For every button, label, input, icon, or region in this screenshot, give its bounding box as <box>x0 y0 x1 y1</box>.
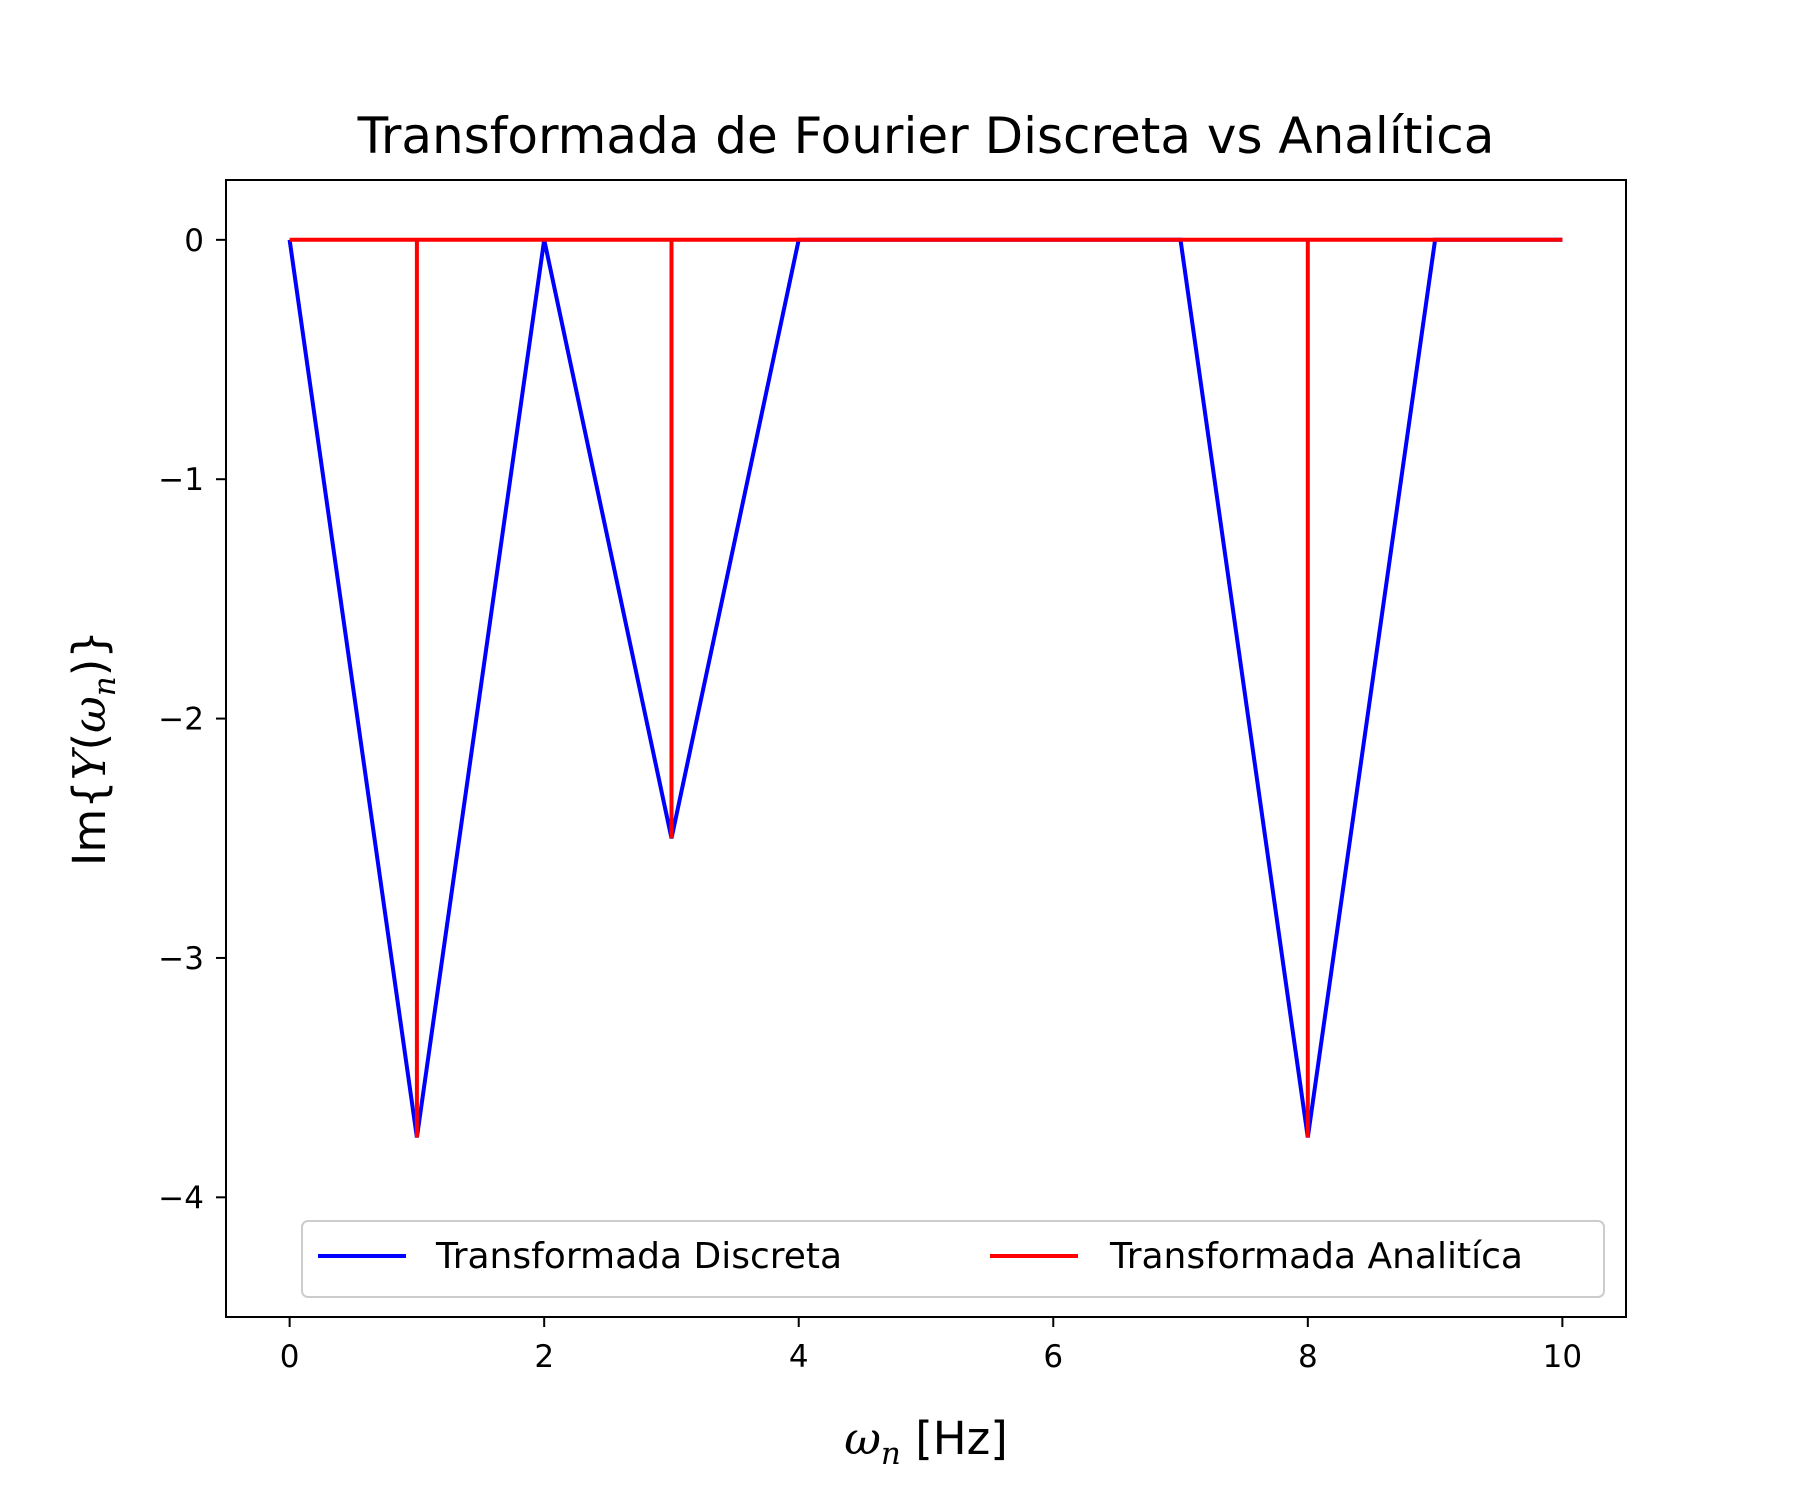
x-ticks: 0 2 4 6 8 10 <box>280 1317 1582 1375</box>
x-tick-label: 8 <box>1298 1339 1318 1375</box>
y-tick-label: −2 <box>158 702 204 738</box>
y-ticks: 0 −1 −2 −3 −4 <box>158 223 226 1216</box>
x-tick-label: 10 <box>1543 1339 1582 1375</box>
legend-label-analitica: Transformada Analitíca <box>1109 1236 1523 1277</box>
series-layer <box>287 237 1563 1138</box>
legend: Transformada Discreta Transformada Anali… <box>301 1220 1605 1298</box>
y-tick-label: 0 <box>184 223 204 259</box>
x-tick-label: 4 <box>789 1339 809 1375</box>
y-axis-label: Im{Y(ωn)} <box>63 630 123 866</box>
legend-frame <box>301 1220 1605 1298</box>
plot-area-frame <box>225 179 1627 1318</box>
chart-title: Transformada de Fourier Discreta vs Anal… <box>357 107 1495 165</box>
x-tick-label: 0 <box>280 1339 300 1375</box>
x-tick-label: 6 <box>1043 1339 1063 1375</box>
x-tick-label: 2 <box>534 1339 554 1375</box>
y-tick-label: −1 <box>158 462 204 498</box>
x-axis-label: ωn [Hz] <box>844 1412 1008 1472</box>
legend-label-discreta: Transformada Discreta <box>435 1236 842 1277</box>
y-tick-label: −4 <box>158 1180 204 1216</box>
y-tick-label: −3 <box>158 941 204 977</box>
